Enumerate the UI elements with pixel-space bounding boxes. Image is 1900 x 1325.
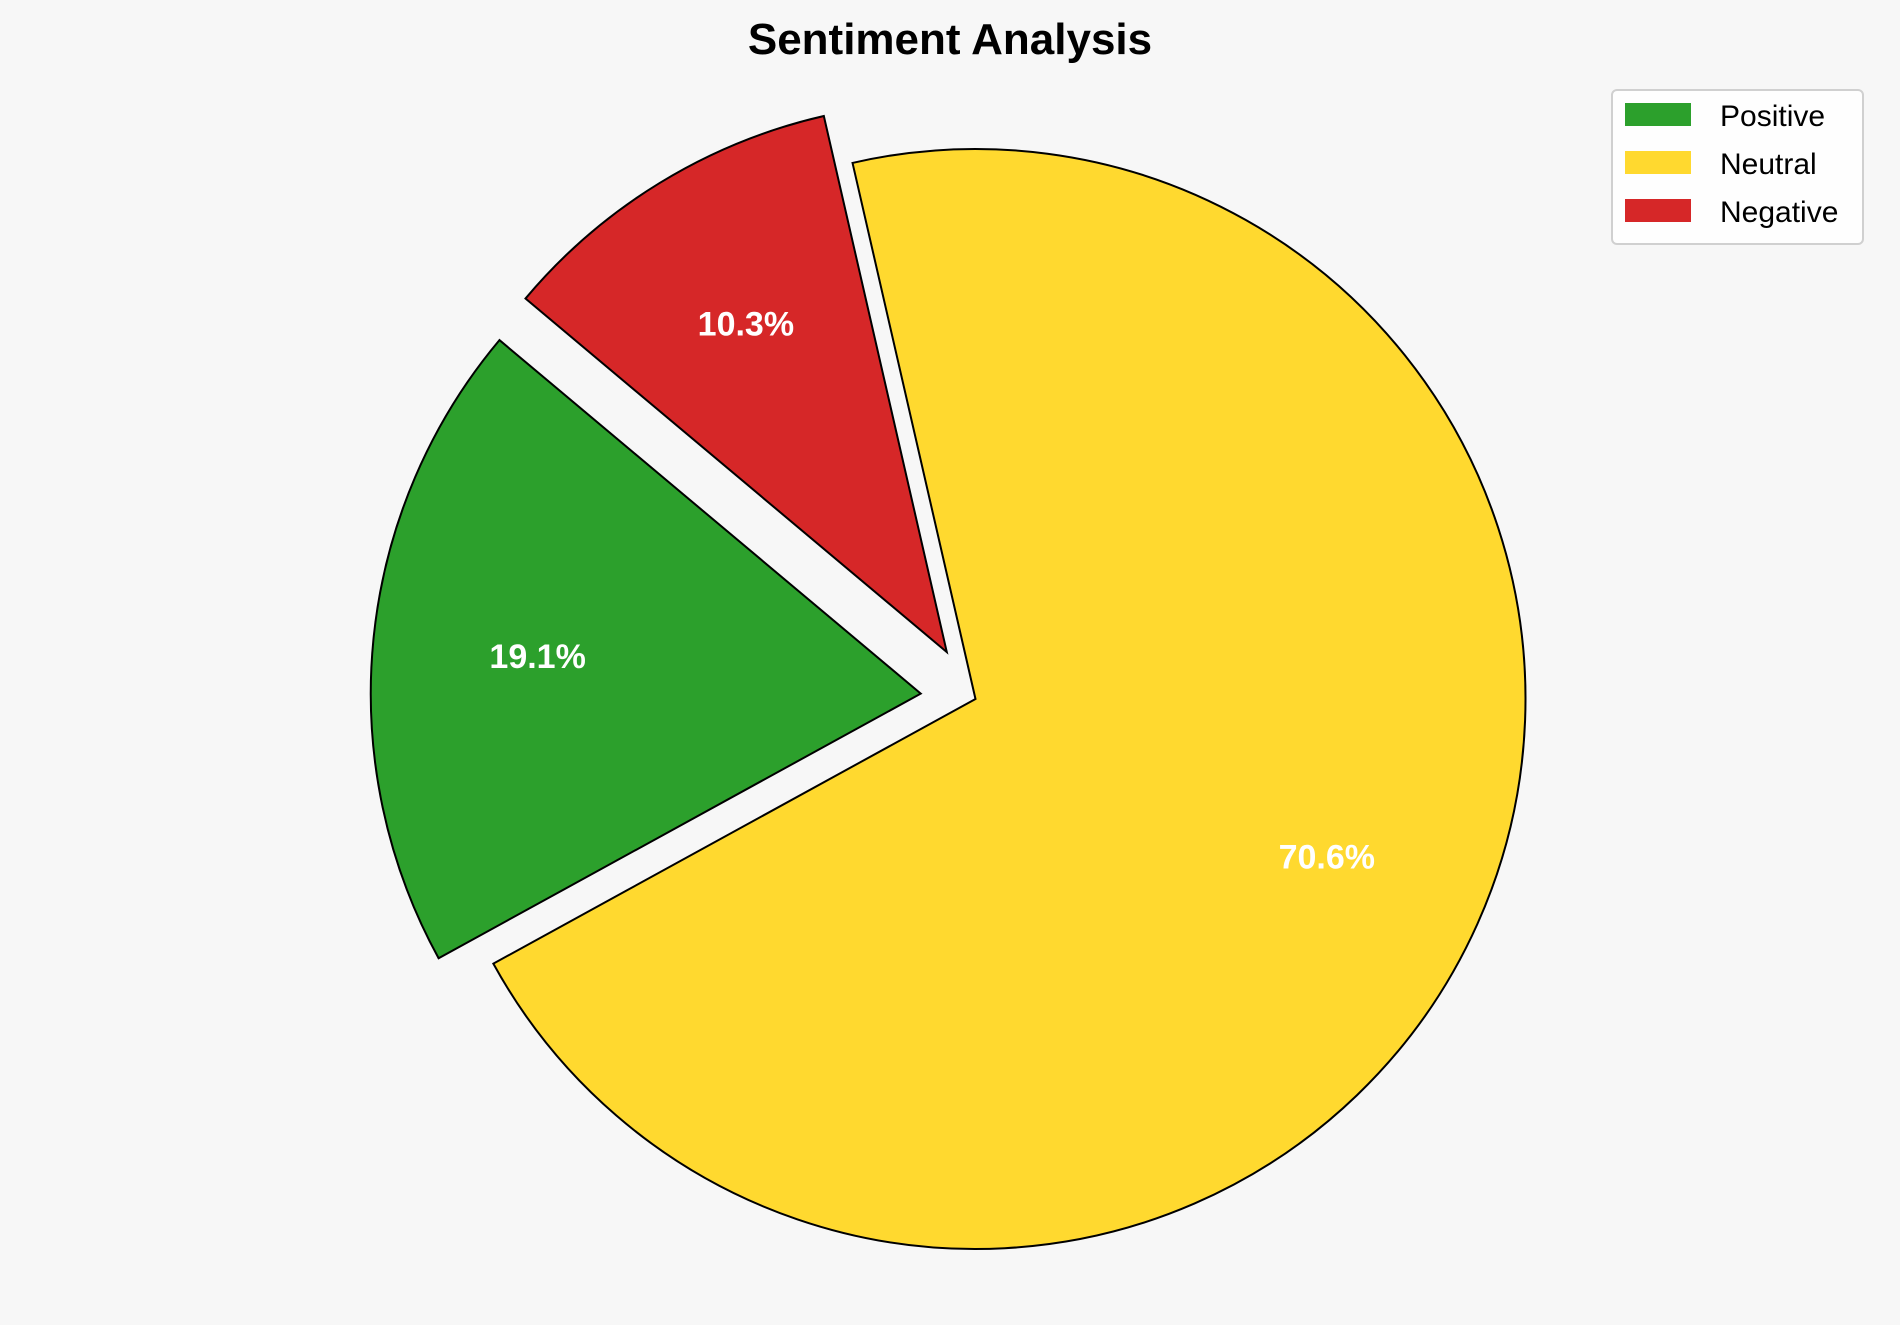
legend-label-neutral: Neutral <box>1720 148 1817 181</box>
slice-positive <box>369 338 923 960</box>
pie-labels: 19.1% 70.6% 10.3% <box>489 306 1375 877</box>
pct-label-neutral: 70.6% <box>1279 839 1375 877</box>
legend-label-negative: Negative <box>1720 196 1838 229</box>
slice-neutral <box>491 148 1527 1250</box>
legend: Positive Neutral Negative <box>1611 89 1864 245</box>
legend-swatch-neutral <box>1625 151 1691 174</box>
legend-swatch-positive <box>1625 103 1691 126</box>
pct-label-positive: 19.1% <box>489 638 585 676</box>
pie-slices <box>369 114 1527 1250</box>
pct-label-negative: 10.3% <box>698 306 794 344</box>
legend-label-positive: Positive <box>1720 100 1825 133</box>
chart-title: Sentiment Analysis <box>748 15 1152 64</box>
legend-swatch-negative <box>1625 199 1691 222</box>
slice-negative <box>524 114 949 655</box>
